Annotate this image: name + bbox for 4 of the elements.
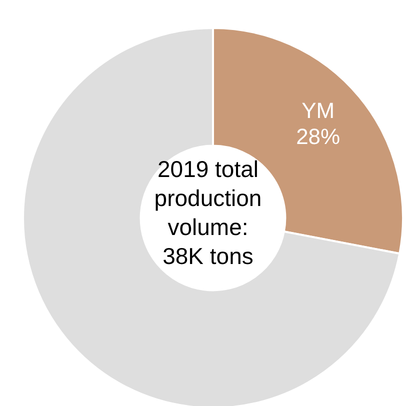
text: 2019 total production volume: 38K tons	[153, 155, 263, 271]
donut-slice	[22, 27, 401, 406]
data-label: 28%	[296, 124, 340, 149]
slice-label: YM	[302, 98, 335, 123]
